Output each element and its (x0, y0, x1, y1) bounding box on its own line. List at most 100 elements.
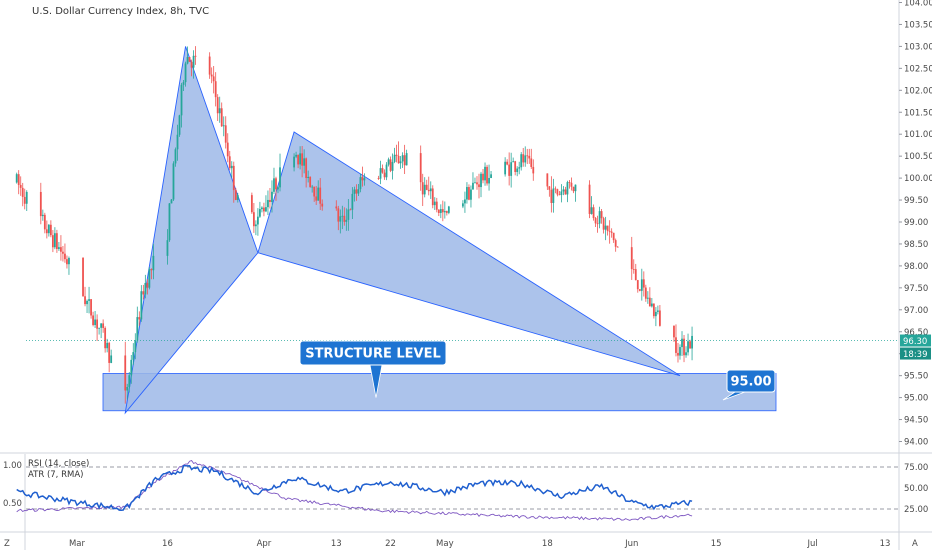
candle (271, 180, 273, 213)
candle-body (110, 355, 113, 363)
candle (530, 148, 533, 169)
candle (650, 298, 653, 308)
candle-body (681, 338, 683, 348)
candle-body (188, 57, 191, 62)
candle-body (96, 319, 98, 329)
candle (347, 199, 350, 231)
candle-body (550, 189, 553, 203)
candle-body (470, 189, 472, 200)
candle-body (361, 177, 364, 181)
candle-body (604, 225, 607, 230)
candle-body (108, 342, 111, 363)
candle-body (186, 57, 189, 64)
candle (439, 204, 442, 219)
candle (357, 184, 360, 197)
candle (66, 255, 68, 269)
price-tick-label: 102.50 (904, 64, 932, 74)
candle (572, 186, 575, 194)
candle (425, 179, 428, 191)
candle (616, 246, 619, 248)
candle-body (84, 296, 86, 305)
candle (588, 180, 591, 219)
candle-body (263, 207, 265, 212)
candle-body (634, 269, 637, 281)
candle (214, 72, 217, 107)
candle (230, 161, 233, 178)
candle (84, 286, 86, 307)
candle (96, 314, 98, 342)
candle (632, 259, 635, 274)
candle-body (271, 191, 273, 203)
countdown-label: 18:39 (903, 350, 928, 360)
candle-body (148, 269, 151, 288)
candle-body (524, 155, 527, 163)
candle (532, 159, 535, 181)
candle (377, 175, 380, 180)
candle-body (62, 251, 64, 254)
candle-body (228, 156, 231, 169)
candle (142, 284, 145, 300)
candle-body (600, 211, 603, 219)
candle (630, 236, 633, 280)
candle-body (608, 230, 611, 232)
candle-body (126, 386, 129, 391)
rsi-level-label: 25.00 (904, 505, 928, 515)
candle-body (447, 206, 450, 213)
candle-body (254, 224, 257, 227)
candle-body (486, 166, 488, 184)
candle (62, 245, 64, 262)
candle (387, 157, 390, 167)
candle-body (265, 207, 267, 212)
candle (429, 181, 432, 199)
candle (506, 159, 509, 166)
candle-body (259, 209, 261, 217)
candle (546, 173, 549, 190)
candle (683, 335, 685, 363)
candle (92, 311, 94, 327)
candle (590, 196, 593, 215)
candle (554, 186, 557, 194)
candle (341, 205, 344, 230)
candle (345, 208, 348, 231)
candle-body (216, 97, 219, 114)
candle-body (303, 158, 306, 166)
candle-body (562, 189, 565, 192)
candle (319, 178, 322, 211)
candle (88, 286, 90, 314)
price-tick-label: 101.00 (904, 130, 932, 140)
candle (419, 145, 422, 191)
candle-body (640, 279, 643, 291)
corner-label-left: Z (4, 539, 10, 549)
candle-body (64, 253, 66, 260)
candle-body (630, 247, 633, 270)
candle (17, 170, 20, 195)
candle-body (273, 178, 275, 192)
candle (379, 160, 382, 185)
candle-body (15, 174, 18, 183)
candle (43, 212, 46, 234)
time-tick-label: 16 (162, 539, 173, 549)
candle-body (476, 182, 478, 185)
candle-body (482, 173, 484, 181)
candle (174, 147, 177, 167)
candle-body (257, 216, 259, 225)
candle-body (347, 209, 350, 220)
time-tick-label: 22 (385, 539, 396, 549)
candle (168, 202, 171, 242)
candle (636, 279, 639, 293)
candle (337, 205, 340, 231)
candle (435, 197, 438, 213)
price-tick-label: 100.00 (904, 174, 932, 184)
candle (648, 287, 651, 307)
candle-body (311, 186, 314, 188)
candle (222, 116, 225, 137)
candle-body (88, 299, 90, 301)
candle (297, 154, 299, 169)
candle-body (568, 182, 571, 183)
candle (486, 164, 488, 186)
candle (58, 241, 60, 251)
candle (279, 153, 281, 192)
candle (447, 205, 450, 215)
candle (610, 228, 613, 238)
